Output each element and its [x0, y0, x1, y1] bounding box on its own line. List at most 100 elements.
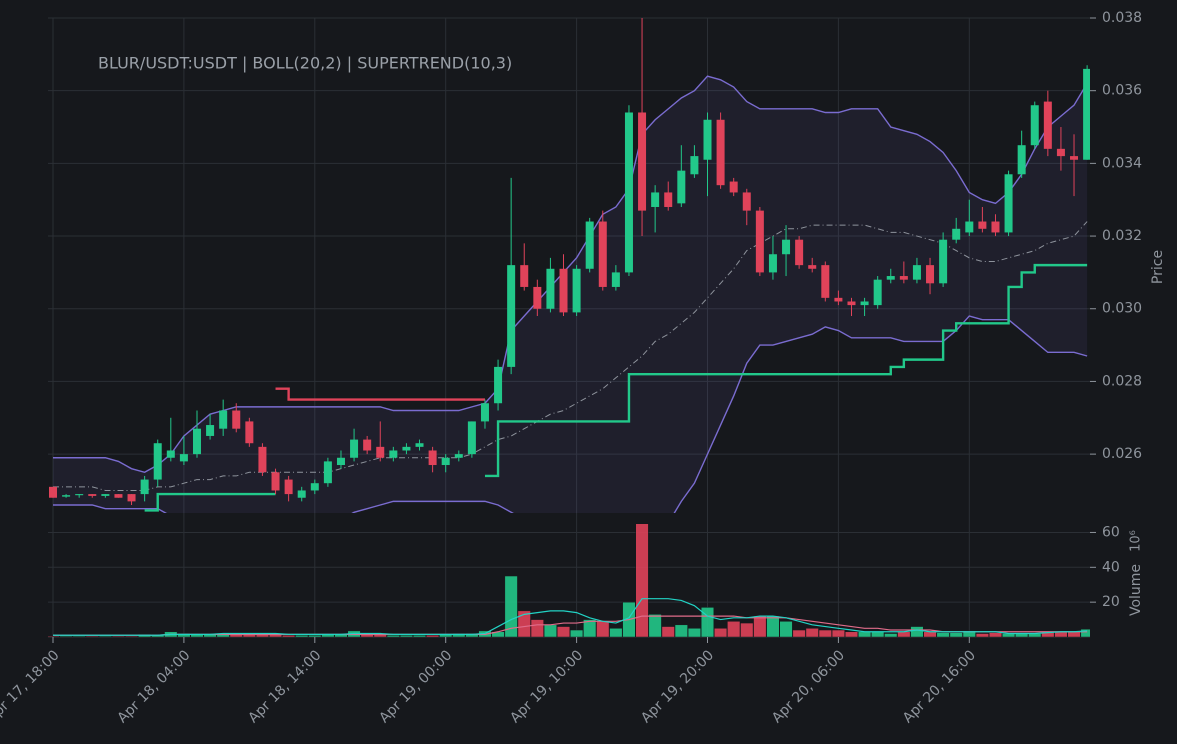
candle-body: [454, 454, 463, 458]
candle-body: [572, 268, 581, 313]
volume-bar: [465, 633, 479, 638]
candle-body: [1004, 174, 1013, 233]
volume-offset: 10⁶: [1129, 530, 1144, 552]
candle-body: [585, 221, 594, 269]
volume-bar: [111, 635, 126, 638]
candle-body: [323, 461, 332, 484]
candle-body: [1083, 68, 1090, 160]
volume-bar: [583, 619, 597, 638]
y-tick-label: 0.030: [1102, 301, 1142, 317]
candle-body: [140, 479, 149, 495]
volume-bar: [988, 632, 1003, 638]
volume-bar: [884, 633, 898, 638]
volume-tick-label: 20: [1102, 594, 1120, 610]
candle-body: [952, 228, 961, 240]
volume-bar: [648, 614, 662, 638]
candle-body: [415, 443, 424, 447]
candle-body: [49, 486, 57, 498]
candle-body: [651, 192, 660, 207]
volume-bar: [897, 631, 911, 638]
chart-title: BLUR/USDT:USDT | BOLL(20,2) | SUPERTREND…: [98, 54, 512, 73]
band-fill: [53, 76, 1088, 513]
candle-body: [638, 112, 647, 211]
candle-body: [310, 483, 319, 491]
candle-body: [624, 112, 633, 273]
candle-body: [690, 156, 699, 175]
volume-panel: [48, 523, 1090, 638]
candle-body: [703, 119, 712, 160]
candle-body: [232, 410, 241, 429]
volume-bar: [386, 635, 400, 638]
volume-bar: [308, 635, 322, 638]
candle-body: [114, 494, 123, 498]
candle-body: [755, 210, 764, 273]
candle-body: [716, 119, 725, 186]
volume-bar: [1067, 631, 1081, 638]
candle-body: [821, 265, 830, 298]
candle-body: [847, 301, 856, 306]
volume-bar: [753, 615, 767, 638]
candle-body: [206, 425, 215, 436]
candle-body: [912, 265, 921, 280]
candle-body: [219, 410, 228, 429]
volume-bar: [635, 523, 649, 638]
volume-bar: [674, 624, 688, 638]
candle-body: [297, 490, 306, 498]
volume-tick-label: 60: [1102, 524, 1120, 540]
volume-bar: [844, 631, 859, 638]
candle-body: [965, 221, 974, 233]
y-tick-label: 0.032: [1102, 228, 1142, 244]
candle-body: [101, 494, 110, 496]
candle-body: [494, 366, 503, 404]
volume-bar: [661, 626, 675, 638]
volume-bar: [426, 635, 440, 638]
candle-body: [441, 457, 450, 466]
volume-bar: [805, 628, 819, 638]
volume-bar: [72, 635, 86, 638]
candle-body: [1056, 148, 1065, 157]
candle-body: [1070, 156, 1079, 160]
volume-bar: [975, 633, 989, 638]
candle-body: [389, 450, 398, 458]
volume-bar: [412, 635, 427, 638]
candle-body: [62, 495, 71, 497]
candle-body: [75, 494, 84, 496]
candle-body: [1017, 145, 1026, 175]
candle-body: [1043, 101, 1052, 149]
volume-bar: [818, 629, 832, 638]
candle-body: [336, 457, 345, 466]
candle-body: [611, 272, 620, 287]
volume-bar: [399, 635, 413, 638]
candle-body: [127, 494, 136, 502]
candle-body: [664, 192, 673, 207]
volume-bar: [570, 629, 584, 638]
boll-lower: [53, 315, 1088, 513]
volume-tick-label: 40: [1102, 559, 1120, 575]
y-tick-label: 0.036: [1102, 83, 1142, 99]
supertrend-down: [275, 387, 485, 401]
candle-body: [350, 439, 359, 458]
candle-body: [88, 494, 97, 496]
volume-bar: [831, 629, 845, 638]
candle-body: [480, 403, 489, 422]
volume-bar: [452, 633, 466, 638]
candle-body: [782, 239, 791, 255]
volume-bar: [727, 621, 741, 638]
volume-ma-fast: [53, 598, 1088, 636]
volume-bar: [295, 635, 309, 638]
candle-body: [860, 301, 869, 306]
candle-body: [886, 276, 895, 280]
volume-bar: [1080, 628, 1090, 638]
candle-body: [258, 446, 267, 473]
boll-middle: [53, 221, 1088, 491]
volume-bar: [792, 629, 806, 638]
candle-body: [507, 265, 516, 367]
candle-body: [428, 450, 437, 466]
volume-bar: [556, 626, 571, 638]
candle-body: [729, 181, 738, 193]
candle-body: [376, 446, 385, 458]
volume-bar: [779, 621, 793, 638]
candle-body: [520, 265, 529, 287]
volume-bar: [740, 622, 754, 638]
volume-bar: [530, 619, 544, 638]
